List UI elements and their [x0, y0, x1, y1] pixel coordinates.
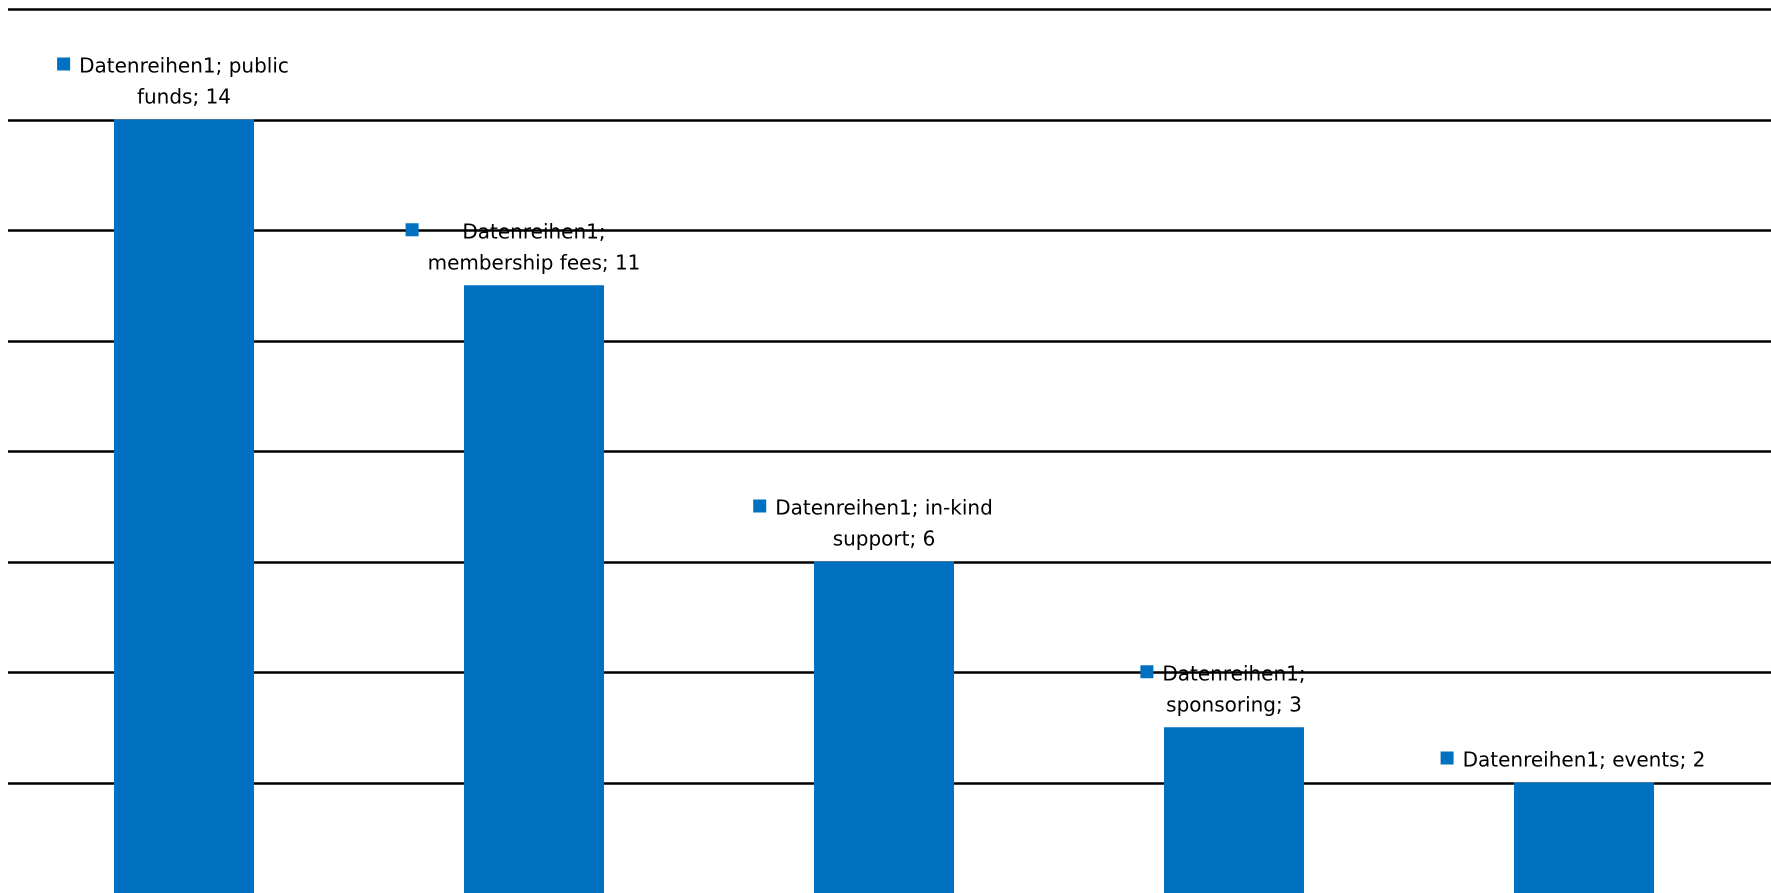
- data-label-text: support; 6: [833, 527, 936, 551]
- data-label-text: funds; 14: [137, 85, 231, 109]
- data-label-text: Datenreihen1; in-kind: [775, 496, 993, 520]
- legend-key-icon: [405, 223, 419, 237]
- data-label: Datenreihen1; public funds; 14: [57, 54, 289, 109]
- data-label: Datenreihen1; in-kind support; 6: [753, 496, 993, 551]
- data-label-text: Datenreihen1;: [1162, 661, 1305, 685]
- legend-key-icon: [1140, 665, 1154, 679]
- data-label-text: Datenreihen1;: [462, 219, 605, 243]
- data-label: Datenreihen1; sponsoring; 3: [1140, 661, 1306, 716]
- bar-in-kind-support: [814, 561, 954, 893]
- data-label: Datenreihen1; membership fees; 11: [405, 219, 641, 274]
- bar-events: [1514, 782, 1654, 893]
- bar-membership-fees: [464, 285, 604, 893]
- data-label-text: sponsoring; 3: [1166, 692, 1302, 716]
- bar-public-funds: [114, 119, 254, 893]
- data-label-text: Datenreihen1; events; 2: [1463, 748, 1706, 772]
- bars: [114, 119, 1654, 893]
- legend-key-icon: [57, 57, 71, 71]
- legend-key-icon: [753, 499, 767, 513]
- bar-sponsoring: [1164, 727, 1304, 893]
- data-label: Datenreihen1; events; 2: [1440, 748, 1706, 772]
- data-label-text: membership fees; 11: [428, 250, 641, 274]
- legend-key-icon: [1440, 751, 1454, 765]
- data-label-text: Datenreihen1; public: [79, 54, 289, 78]
